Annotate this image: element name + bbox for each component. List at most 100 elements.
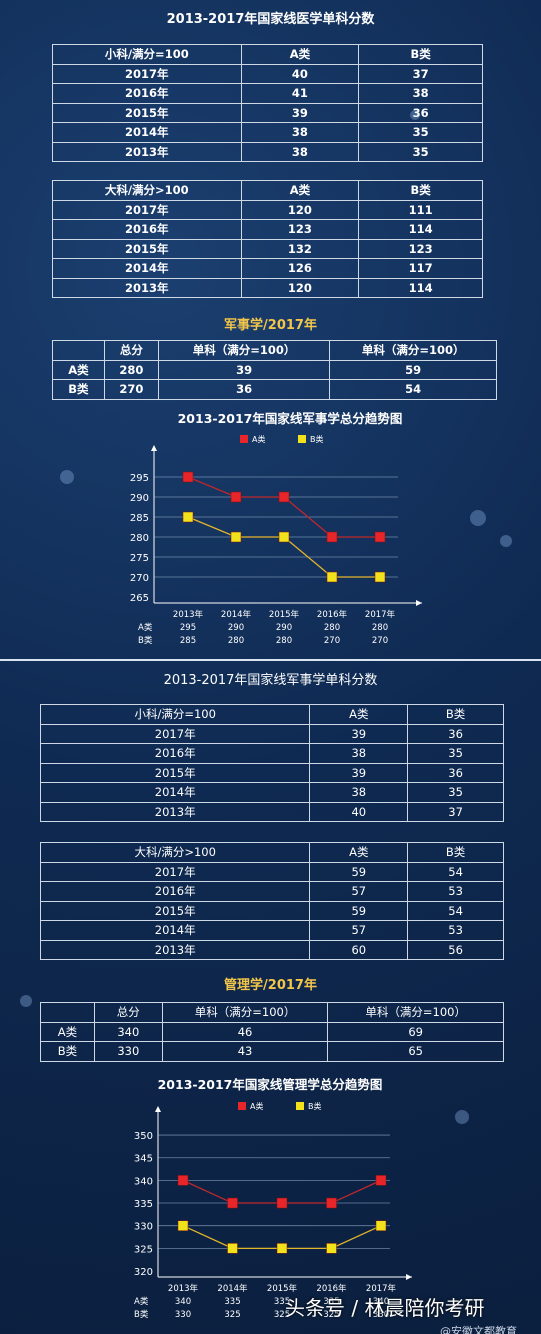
- x-tick-label: 2014年: [221, 609, 252, 620]
- y-tick-label: 270: [130, 573, 149, 584]
- table-row: 2016年 57 53: [39, 881, 504, 902]
- cell: 117: [358, 258, 483, 279]
- table-header-row: 大科/满分>100 A类 B类: [39, 842, 504, 863]
- military-single-title: 2013-2017年国家线军事学单科分数: [163, 673, 378, 688]
- header-cell: 单科（满分=100）: [327, 1002, 504, 1023]
- legend-swatch: [240, 435, 248, 443]
- cell: 270: [103, 379, 159, 400]
- x-tick-label: 2015年: [269, 609, 300, 620]
- cell: 54: [329, 379, 497, 400]
- table-header-row: 小科/满分=100 A类 B类: [52, 44, 483, 65]
- cell: 2017年: [52, 63, 242, 84]
- table-row: 2014年 126 117: [52, 258, 483, 279]
- cell: 35: [358, 141, 483, 162]
- cell: 2014年: [39, 920, 311, 941]
- table-row: 2013年 38 35: [52, 141, 483, 162]
- cell: 2013年: [39, 801, 311, 822]
- y-tick-label: 320: [134, 1267, 153, 1278]
- table-header-row: 总分 单科（满分=100） 单科（满分=100）: [40, 1002, 504, 1023]
- cell: 2014年: [39, 782, 311, 803]
- data-row-value: 280: [228, 636, 244, 646]
- data-row-value: 280: [372, 623, 388, 633]
- medicine-military-panel: 2013-2017年国家线医学单科分数 小科/满分=100 A类 B类 2017…: [0, 0, 541, 660]
- data-point: [326, 571, 338, 583]
- data-point: [326, 1243, 337, 1254]
- header-cell: A类: [309, 842, 409, 863]
- data-point: [182, 511, 194, 523]
- cell: A类: [40, 1021, 95, 1042]
- y-tick-label: 330: [134, 1222, 153, 1233]
- table-row: A类 280 39 59: [52, 359, 497, 380]
- header-cell: A类: [309, 704, 409, 725]
- cell: 59: [309, 861, 409, 882]
- cell: 2015年: [39, 900, 311, 921]
- cell: 2015年: [52, 102, 242, 123]
- data-point: [326, 1197, 337, 1209]
- legend-swatch: [298, 435, 306, 443]
- table-row: 2017年 120 111: [52, 199, 483, 220]
- table-row: 2015年 59 54: [39, 900, 504, 921]
- table-row: 2016年 38 35: [39, 743, 504, 764]
- cell: 123: [358, 238, 483, 259]
- military-major-table: 大科/满分>100 A类 B类 2017年 59 54 2016年 57 53 2015…: [39, 842, 504, 960]
- table-row: 2015年 39 36: [39, 762, 504, 783]
- data-point: [326, 531, 338, 543]
- management-trend-chart: 2013-2017年国家线管理学总分趋势图 A类 B类 320 325 330 335 340…: [134, 1077, 412, 1320]
- data-row-value: 325: [274, 1310, 290, 1320]
- cell: 2016年: [39, 881, 311, 902]
- cell: 280: [103, 359, 159, 380]
- cell: 126: [240, 258, 360, 279]
- data-row-value: 290: [228, 623, 244, 633]
- data-row-value: 285: [180, 636, 196, 646]
- x-tick-label: 2013年: [168, 1283, 199, 1294]
- data-row-value: 330: [373, 1310, 389, 1320]
- header-cell: 总分: [93, 1002, 163, 1023]
- cell: 53: [407, 881, 504, 902]
- cell: 2015年: [52, 238, 242, 259]
- header-cell: 小科/满分=100: [52, 44, 242, 65]
- table-row: 2016年 41 38: [52, 83, 483, 104]
- cell: 2013年: [52, 277, 242, 298]
- header-cell: A类: [240, 44, 360, 65]
- data-row-label: B类: [134, 1309, 149, 1320]
- cell: 111: [358, 199, 483, 220]
- header-cell: 大科/满分>100: [52, 180, 242, 201]
- cell: 59: [309, 900, 409, 921]
- legend-label: B类: [308, 1101, 322, 1111]
- x-tick-label: 2013年: [173, 609, 204, 620]
- x-tick-label: 2014年: [217, 1283, 248, 1294]
- cell: 114: [358, 219, 483, 240]
- table-row: B类 330 43 65: [40, 1041, 504, 1062]
- panel-divider: [0, 659, 541, 661]
- data-point: [276, 1197, 288, 1209]
- y-tick-label: 295: [130, 473, 149, 484]
- data-row-value: 340: [175, 1297, 191, 1307]
- cell: 120: [240, 199, 360, 220]
- header-cell: 单科（满分=100）: [329, 340, 497, 361]
- legend-swatch: [238, 1102, 246, 1110]
- cell: 69: [327, 1021, 504, 1042]
- data-row-value: 335: [224, 1297, 240, 1307]
- header-cell: 小科/满分=100: [39, 704, 311, 725]
- y-tick-label: 290: [130, 493, 149, 504]
- military-trend-chart: 2013-2017年国家线军事学总分趋势图 A类 B类 265 270 275 280 285…: [130, 411, 422, 646]
- cell: 2016年: [52, 83, 242, 104]
- cell: 2013年: [39, 939, 311, 960]
- data-row-value: 280: [324, 623, 340, 633]
- data-point: [177, 1220, 189, 1231]
- cell: 36: [358, 102, 483, 123]
- medicine-major-table: 大科/满分>100 A类 B类 2017年 120 111 2016年 123 114 …: [52, 180, 483, 298]
- table-row: 2016年 123 114: [52, 219, 483, 240]
- cell: 39: [309, 723, 409, 744]
- data-point: [278, 531, 290, 543]
- header-cell: 大科/满分>100: [39, 842, 311, 863]
- table-row: B类 270 36 54: [52, 379, 497, 400]
- table-header-row: 大科/满分>100 A类 B类: [52, 180, 483, 201]
- series-line: [187, 516, 380, 578]
- cell: 2013年: [52, 141, 242, 162]
- military-undergrad-table: 小科/满分=100 A类 B类 2017年 39 36 2016年 38 35 2015…: [39, 704, 504, 822]
- cell: 132: [240, 238, 360, 259]
- cell: A类: [52, 359, 105, 380]
- cell: 57: [309, 920, 409, 941]
- cell: 123: [240, 219, 360, 240]
